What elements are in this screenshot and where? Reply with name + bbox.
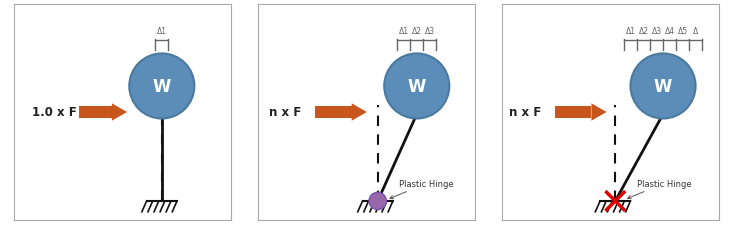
Circle shape (129, 54, 194, 119)
Text: Δ3: Δ3 (424, 27, 435, 36)
Text: Δ5: Δ5 (677, 27, 688, 36)
Text: Plastic Hinge: Plastic Hinge (627, 179, 692, 199)
Polygon shape (79, 107, 112, 118)
Polygon shape (314, 107, 352, 118)
Polygon shape (592, 104, 607, 121)
Text: W: W (654, 78, 672, 96)
Text: 1.0 x F: 1.0 x F (32, 106, 76, 119)
Polygon shape (112, 104, 127, 121)
Text: Δ1: Δ1 (157, 27, 167, 36)
Text: Δ: Δ (693, 27, 699, 36)
Polygon shape (555, 107, 592, 118)
Text: Δ1: Δ1 (399, 27, 409, 36)
Text: Plastic Hinge: Plastic Hinge (390, 179, 454, 199)
Text: Δ2: Δ2 (412, 27, 421, 36)
Text: Δ4: Δ4 (665, 27, 674, 36)
Text: n x F: n x F (509, 106, 541, 119)
Text: Δ2: Δ2 (638, 27, 649, 36)
Polygon shape (352, 104, 367, 121)
Text: Δ1: Δ1 (625, 27, 636, 36)
Text: W: W (152, 78, 171, 96)
Circle shape (630, 54, 696, 119)
Circle shape (384, 54, 449, 119)
Text: W: W (408, 78, 426, 96)
Text: n x F: n x F (269, 106, 301, 119)
Text: Δ3: Δ3 (652, 27, 662, 36)
Circle shape (369, 192, 386, 210)
